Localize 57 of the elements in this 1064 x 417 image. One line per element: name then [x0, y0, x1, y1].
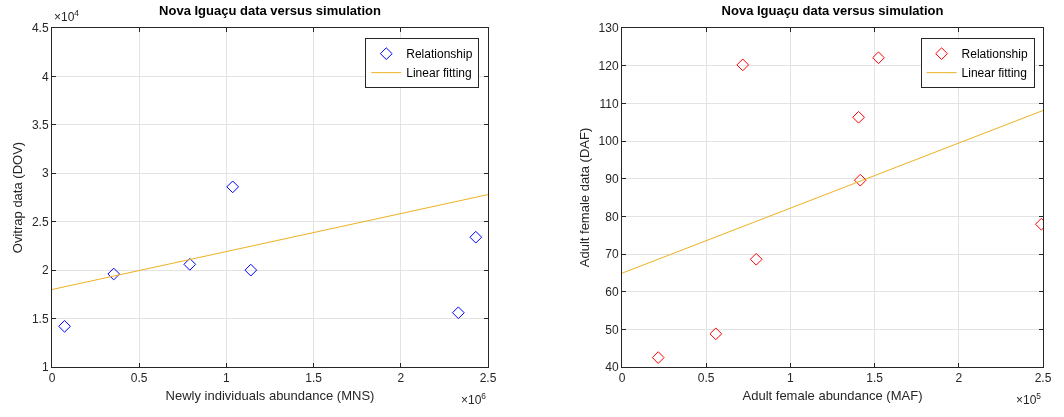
x-tick-label: 1 — [223, 371, 231, 386]
point — [226, 180, 240, 194]
point — [244, 263, 258, 277]
y-tick-label: 1.5 — [31, 311, 49, 326]
legend-label: Linear fitting — [961, 66, 1027, 81]
x-tick-label: 0 — [618, 371, 626, 386]
point — [853, 173, 867, 187]
point — [736, 58, 750, 72]
y-tick-label: 4 — [41, 69, 49, 84]
point — [651, 351, 665, 364]
y-tick-label: 3 — [41, 166, 49, 181]
x-tick-label: 2.5 — [1034, 371, 1052, 386]
y-tick-label: 120 — [598, 58, 619, 73]
point — [58, 319, 71, 333]
chart-title: Nova Iguaçu data versus simulation — [159, 3, 381, 19]
y-tick-label: 2 — [41, 263, 49, 278]
point — [709, 327, 723, 341]
x-tick-label: 0.5 — [130, 371, 148, 386]
text: ×10$^{4}$ — [54, 8, 80, 25]
x-tick-label: 1.5 — [866, 371, 884, 386]
y-tick-label: 40 — [605, 360, 619, 375]
x-tick-label: 2.5 — [479, 371, 497, 386]
x-axis-title: Adult female abundance (MAF) — [742, 388, 923, 403]
y-tick-label: 130 — [598, 21, 619, 36]
x-axis-title: Newly individuals abundance (MNS) — [165, 388, 375, 403]
point — [749, 252, 763, 266]
y-tick-label: 4.5 — [31, 21, 49, 36]
x-tick-label: 1 — [787, 371, 795, 386]
y-tick-label: 80 — [605, 209, 619, 224]
legend-label: Relationship — [406, 47, 473, 62]
y-tick-label: 110 — [599, 96, 619, 111]
x-tick-label: 0.5 — [697, 371, 715, 386]
y-tick-label: 50 — [605, 322, 619, 337]
point — [469, 230, 483, 244]
y-tick-label: 1 — [41, 360, 49, 375]
point — [872, 51, 885, 65]
legend-label: Linear fitting — [406, 66, 472, 81]
legend-label: Relationship — [961, 47, 1028, 62]
y-tick-label: 60 — [605, 284, 619, 299]
y-tick-label: 2.5 — [31, 214, 49, 229]
x-tick-label: 2 — [955, 371, 963, 386]
point — [107, 267, 121, 281]
text: ×10$^{6}$ — [461, 391, 487, 408]
x-tick-label: 0 — [48, 371, 56, 386]
point — [452, 306, 465, 320]
y-axis-title: Adult female data (DAF) — [576, 127, 592, 268]
x-tick-label: 2 — [397, 371, 405, 386]
point — [852, 110, 865, 124]
text: ×10$^{5}$ — [1016, 391, 1042, 408]
x-tick-label: 1.5 — [305, 371, 323, 386]
y-axis-title: Ovitrap data (DOV) — [9, 141, 25, 254]
chart-title: Nova Iguaçu data versus simulation — [721, 3, 944, 19]
point — [183, 257, 197, 271]
y-tick-label: 100 — [598, 134, 619, 149]
y-tick-label: 70 — [605, 247, 619, 262]
y-tick-label: 90 — [605, 171, 619, 186]
y-tick-label: 3.5 — [31, 118, 49, 133]
